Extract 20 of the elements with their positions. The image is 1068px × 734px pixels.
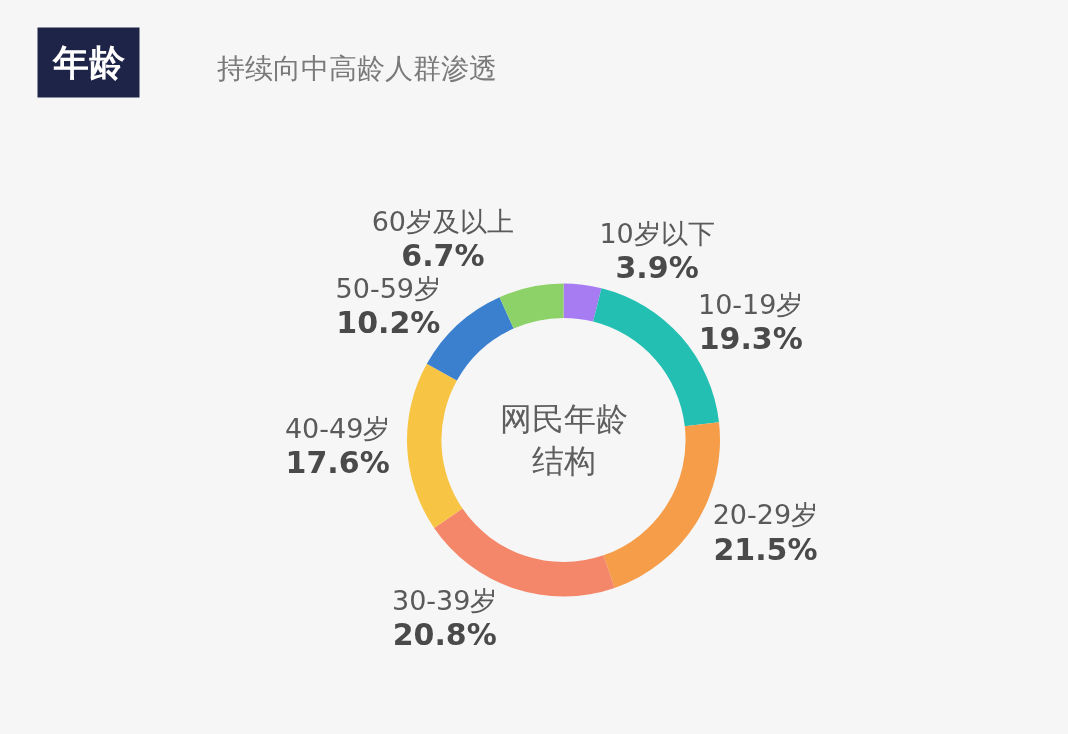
slice-label: 30-39岁 [391,585,498,617]
data-label: 17.6% [285,445,390,481]
slice-label: 20-29岁 [712,499,819,531]
slice-label: 50-59岁 [335,272,442,304]
slice-label: 10岁以下 [599,218,715,250]
slice-label: 60岁及以上 [371,205,515,237]
donut-slice [407,363,463,528]
data-label: 21.5% [713,531,818,567]
donut-slice [563,283,602,322]
slice-label: 40-49岁 [284,413,391,445]
data-label: 19.3% [698,320,803,356]
data-label: 6.7% [401,237,485,273]
chart-title: 年龄 [52,42,125,83]
data-label: 3.9% [615,250,699,286]
donut-slice [499,283,564,329]
data-label: 20.8% [392,617,497,653]
slice-label: 10-19岁 [697,288,804,320]
data-label: 10.2% [336,304,441,340]
text: 网民年龄结构 [500,400,628,480]
chart-subtitle: 持续向中高龄人群渗透 [217,52,497,85]
